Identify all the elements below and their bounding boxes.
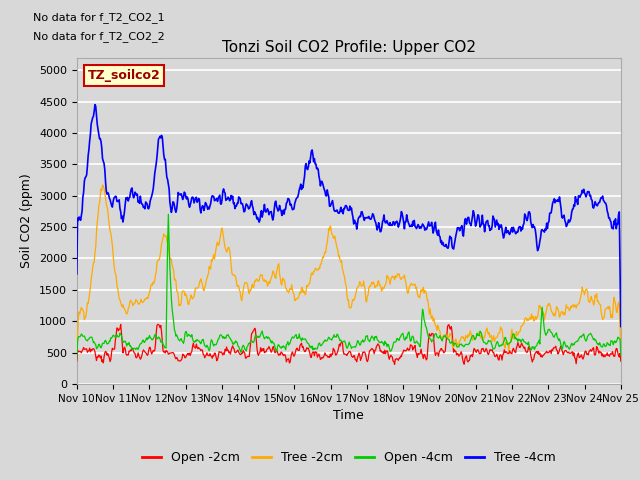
Legend: Open -2cm, Tree -2cm, Open -4cm, Tree -4cm: Open -2cm, Tree -2cm, Open -4cm, Tree -4…: [137, 446, 561, 469]
Y-axis label: Soil CO2 (ppm): Soil CO2 (ppm): [20, 173, 33, 268]
Title: Tonzi Soil CO2 Profile: Upper CO2: Tonzi Soil CO2 Profile: Upper CO2: [222, 40, 476, 55]
Text: No data for f_T2_CO2_2: No data for f_T2_CO2_2: [33, 32, 165, 42]
X-axis label: Time: Time: [333, 409, 364, 422]
Text: TZ_soilco2: TZ_soilco2: [88, 69, 161, 82]
Text: No data for f_T2_CO2_1: No data for f_T2_CO2_1: [33, 12, 165, 23]
